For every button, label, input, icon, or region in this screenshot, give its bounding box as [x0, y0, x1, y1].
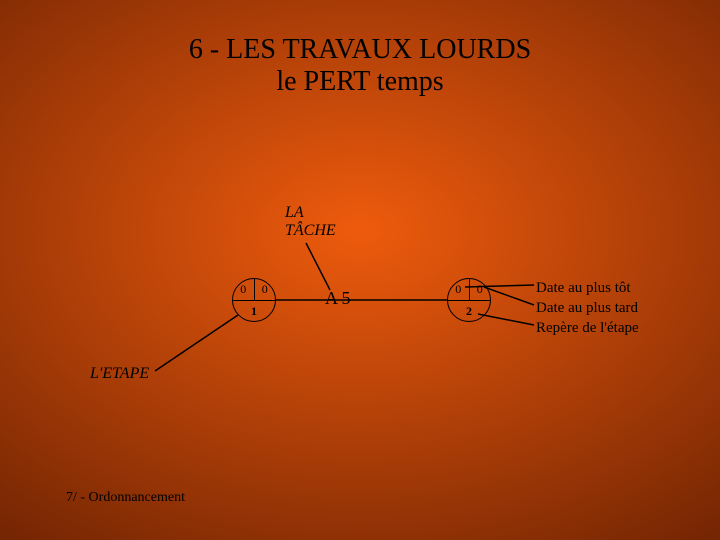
- node2-top: 0 0: [448, 279, 490, 301]
- label-letape: L'ETAPE: [90, 365, 149, 383]
- la-tache-l1: LA: [285, 204, 336, 222]
- node1-id: 1: [233, 301, 275, 322]
- title-line2: le PERT temps: [0, 66, 720, 98]
- pert-node-2: 0 0 2: [447, 278, 491, 322]
- title-line1: 6 - LES TRAVAUX LOURDS: [0, 34, 720, 66]
- legend-repere: Repère de l'étape: [536, 318, 639, 338]
- label-la-tache: LA TÂCHE: [285, 204, 336, 239]
- pert-node-1: 0 0 1: [232, 278, 276, 322]
- node1-early: 0: [233, 279, 254, 300]
- legend-date-tot: Date au plus tôt: [536, 278, 639, 298]
- node2-id: 2: [448, 301, 490, 322]
- legend: Date au plus tôt Date au plus tard Repèr…: [536, 278, 639, 338]
- slide-title: 6 - LES TRAVAUX LOURDS le PERT temps: [0, 34, 720, 98]
- node1-top: 0 0: [233, 279, 275, 301]
- node2-late: 0: [470, 279, 491, 300]
- task-label-A5: A 5: [325, 288, 351, 309]
- footer-text: 7/ - Ordonnancement: [66, 490, 185, 506]
- node1-late: 0: [255, 279, 276, 300]
- diagram-stage: 6 - LES TRAVAUX LOURDS le PERT temps LA …: [0, 0, 720, 540]
- la-tache-l2: TÂCHE: [285, 222, 336, 240]
- legend-date-tard: Date au plus tard: [536, 298, 639, 318]
- node2-early: 0: [448, 279, 469, 300]
